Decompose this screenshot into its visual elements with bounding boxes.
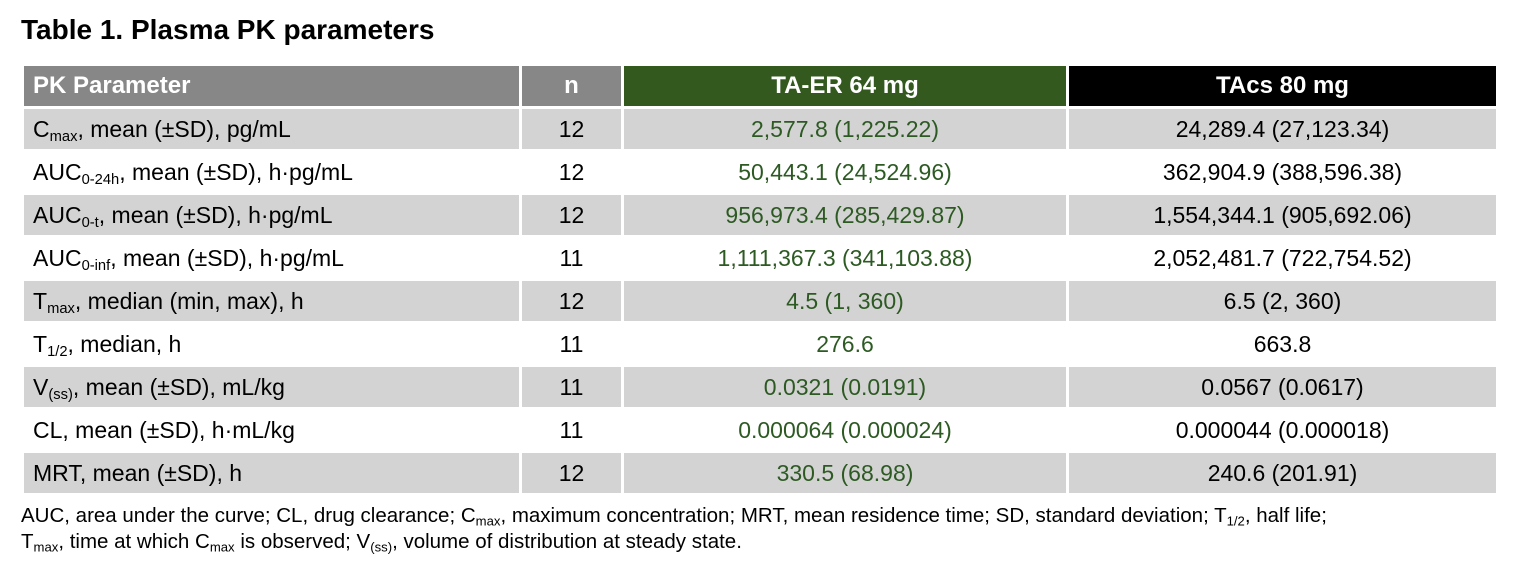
n-value-cell: 12: [519, 106, 624, 152]
table-title: Table 1. Plasma PK parameters: [21, 14, 435, 45]
col-header-n: n: [519, 63, 624, 109]
table-row: Cmax, mean (±SD), pg/mL 12 2,577.8 (1,225.…: [21, 106, 1499, 152]
param-label-cell: AUC0-inf, mean (±SD), h·pg/mL: [21, 235, 522, 281]
tacs-value-cell: 240.6 (201.91): [1066, 450, 1499, 496]
ta-er-value-cell: 4.5 (1, 360): [621, 278, 1069, 324]
ta-er-value-cell: 330.5 (68.98): [621, 450, 1069, 496]
param-label-cell: AUC0-24h, mean (±SD), h·pg/mL: [21, 149, 522, 195]
col-header-pk-parameter: PK Parameter: [21, 63, 522, 109]
param-label-cell: CL, mean (±SD), h·mL/kg: [21, 407, 522, 453]
param-label-cell: V(ss), mean (±SD), mL/kg: [21, 364, 522, 410]
ta-er-value-cell: 0.0321 (0.0191): [621, 364, 1069, 410]
table-row: V(ss), mean (±SD), mL/kg 11 0.0321 (0.0191…: [21, 364, 1499, 410]
tacs-value-cell: 6.5 (2, 360): [1066, 278, 1499, 324]
ta-er-value-cell: 50,443.1 (24,524.96): [621, 149, 1069, 195]
footnote: AUC, area under the curve; CL, drug clea…: [21, 504, 1327, 555]
table-row: MRT, mean (±SD), h 12 330.5 (68.98) 240.6 (…: [21, 450, 1499, 496]
n-value-cell: 12: [519, 278, 624, 324]
tacs-value-cell: 24,289.4 (27,123.34): [1066, 106, 1499, 152]
tacs-value-cell: 1,554,344.1 (905,692.06): [1066, 192, 1499, 238]
ta-er-value-cell: 1,111,367.3 (341,103.88): [621, 235, 1069, 281]
table-row: Tmax, median (min, max), h 12 4.5 (1, 360)…: [21, 278, 1499, 324]
n-value-cell: 11: [519, 407, 624, 453]
table-row: AUC0-inf, mean (±SD), h·pg/mL 11 1,111,367…: [21, 235, 1499, 281]
header-row: PK Parameter n TA-ER 64 mg TAcs 80 mg: [21, 63, 1499, 109]
page: Table 1. Plasma PK parameters PK Paramet…: [21, 14, 1499, 555]
table-row: CL, mean (±SD), h·mL/kg 11 0.000064 (0.000…: [21, 407, 1499, 453]
tacs-value-cell: 2,052,481.7 (722,754.52): [1066, 235, 1499, 281]
tacs-value-cell: 663.8: [1066, 321, 1499, 367]
param-label-cell: Cmax, mean (±SD), pg/mL: [21, 106, 522, 152]
col-header-ta-er-64mg: TA-ER 64 mg: [621, 63, 1069, 109]
param-label-cell: AUC0-t, mean (±SD), h·pg/mL: [21, 192, 522, 238]
ta-er-value-cell: 276.6: [621, 321, 1069, 367]
n-value-cell: 11: [519, 321, 624, 367]
ta-er-value-cell: 2,577.8 (1,225.22): [621, 106, 1069, 152]
param-label-cell: MRT, mean (±SD), h: [21, 450, 522, 496]
pk-parameters-table: PK Parameter n TA-ER 64 mg TAcs 80 mg Cm…: [21, 63, 1499, 496]
tacs-value-cell: 362,904.9 (388,596.38): [1066, 149, 1499, 195]
table-row: AUC0-t, mean (±SD), h·pg/mL 12 956,973.4 (…: [21, 192, 1499, 238]
param-label-cell: T1/2, median, h: [21, 321, 522, 367]
n-value-cell: 11: [519, 364, 624, 410]
tacs-value-cell: 0.000044 (0.000018): [1066, 407, 1499, 453]
ta-er-value-cell: 0.000064 (0.000024): [621, 407, 1069, 453]
n-value-cell: 11: [519, 235, 624, 281]
table-row: T1/2, median, h 11 276.6 663.8: [21, 321, 1499, 367]
tacs-value-cell: 0.0567 (0.0617): [1066, 364, 1499, 410]
n-value-cell: 12: [519, 192, 624, 238]
col-header-tacs-80mg: TAcs 80 mg: [1066, 63, 1499, 109]
n-value-cell: 12: [519, 450, 624, 496]
pk-table-body: Cmax, mean (±SD), pg/mL 12 2,577.8 (1,225.…: [21, 106, 1499, 496]
ta-er-value-cell: 956,973.4 (285,429.87): [621, 192, 1069, 238]
table-row: AUC0-24h, mean (±SD), h·pg/mL 12 50,443.1 …: [21, 149, 1499, 195]
n-value-cell: 12: [519, 149, 624, 195]
param-label-cell: Tmax, median (min, max), h: [21, 278, 522, 324]
